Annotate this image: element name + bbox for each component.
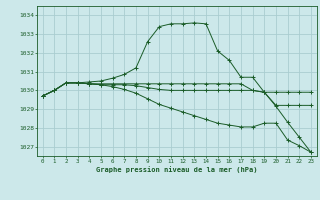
X-axis label: Graphe pression niveau de la mer (hPa): Graphe pression niveau de la mer (hPa)	[96, 167, 258, 173]
